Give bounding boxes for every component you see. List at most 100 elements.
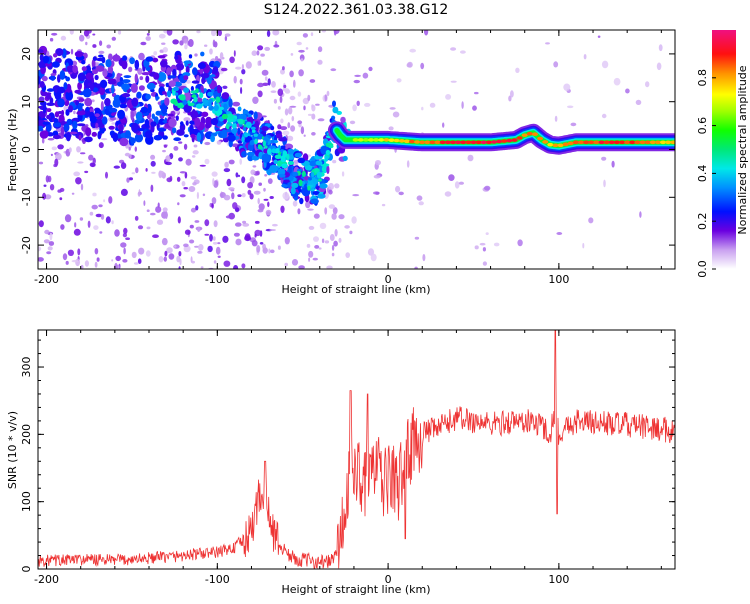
- spectrogram-cluster-blob: [191, 80, 200, 84]
- spectrogram-noise-blob: [329, 234, 335, 241]
- spectrogram-noise-blob: [87, 220, 91, 228]
- spectrogram-noise-blob: [48, 241, 55, 246]
- spectrogram-noise-blob: [224, 33, 231, 37]
- spectrogram-cluster-blob: [107, 80, 117, 85]
- spectrogram-noise-blob: [91, 204, 98, 210]
- spectrogram-noise-blob: [241, 193, 246, 198]
- spectrogram-cluster-blob: [226, 129, 232, 133]
- spectrogram-noise-blob: [251, 50, 258, 56]
- spectrogram-cluster-blob: [287, 148, 295, 155]
- spectrogram-noise-blob: [105, 171, 108, 179]
- spectrogram-noise-blob: [231, 192, 235, 200]
- spectrogram-noise-blob: [239, 78, 243, 85]
- spectrogram-band-core: [434, 140, 441, 145]
- spectrogram-noise-blob: [68, 147, 72, 153]
- spectrogram-noise-blob: [106, 44, 111, 49]
- spectrogram-noise-blob: [75, 177, 82, 185]
- spectrogram-noise-blob: [298, 49, 305, 53]
- spectrogram-noise-blob: [257, 197, 260, 205]
- spectrogram-noise-blob: [375, 191, 380, 195]
- spectrogram-band-core: [362, 138, 369, 142]
- spectrogram-cluster-blob: [89, 108, 94, 113]
- spectrogram-noise-blob: [184, 44, 188, 50]
- spectrogram-noise-blob: [324, 94, 328, 102]
- spectrogram-cluster-blob: [284, 143, 294, 150]
- spectrogram-noise-blob: [296, 41, 302, 46]
- spectrogram-noise-blob: [656, 62, 662, 71]
- spectrogram-cluster-blob: [242, 109, 249, 116]
- spectrogram-noise-blob: [241, 69, 246, 75]
- spectrogram-noise-blob: [184, 171, 188, 179]
- spectrogram-noise-blob: [131, 172, 135, 175]
- spectrogram-noise-blob: [277, 88, 284, 97]
- spectrogram-noise-blob: [158, 33, 166, 39]
- spectrogram-noise-blob: [373, 174, 381, 179]
- spectrogram-noise-blob: [233, 50, 236, 57]
- spectrogram-noise-blob: [312, 257, 318, 261]
- spectrogram-noise-blob: [442, 122, 445, 128]
- spectrogram-ridge-blob: [231, 128, 238, 134]
- spectrogram-cluster-blob: [65, 109, 70, 116]
- spectrogram-noise-blob: [44, 194, 52, 200]
- spectrogram-noise-blob: [484, 185, 491, 191]
- spectrogram-noise-blob: [169, 175, 173, 181]
- spectrogram-ridge-blob: [254, 138, 258, 145]
- spectrogram-noise-blob: [67, 249, 74, 256]
- spectrogram-band-core: [383, 138, 390, 142]
- spectrogram-cluster-blob: [222, 137, 229, 143]
- spectrogram-ridge-blob: [262, 140, 266, 147]
- spectrogram-noise-blob: [43, 184, 47, 187]
- spectrogram-noise-blob: [74, 222, 77, 228]
- spectrogram-noise-blob: [38, 161, 44, 165]
- spectrogram-noise-blob: [134, 146, 137, 152]
- spectrogram-cluster-blob: [59, 70, 66, 80]
- spectrogram-cluster-blob: [91, 131, 98, 137]
- spectrogram-noise-blob: [317, 59, 323, 65]
- spectrogram-noise-blob: [138, 85, 145, 91]
- spectrogram-noise-blob: [145, 168, 148, 172]
- spectrogram-noise-blob: [256, 50, 260, 56]
- spectrogram-cluster-blob: [227, 134, 236, 142]
- spectrogram-cluster-blob: [201, 111, 209, 118]
- spectrogram-noise-blob: [122, 232, 127, 238]
- spectrogram-ridge-blob: [317, 178, 322, 182]
- spectrogram-cluster-blob: [112, 98, 121, 108]
- spectrogram-cluster-blob: [205, 123, 211, 129]
- spectrogram-noise-blob: [313, 236, 319, 242]
- spectrogram-noise-blob: [270, 249, 275, 254]
- spectrogram-noise-blob: [123, 247, 126, 255]
- spectrogram-noise-blob: [89, 211, 94, 216]
- spectrogram-noise-blob: [73, 228, 81, 236]
- spectrogram-cluster-blob: [68, 105, 74, 113]
- spectrogram-ridge-blob: [173, 86, 179, 92]
- spectrogram-noise-blob: [212, 241, 218, 245]
- spectrogram-noise-blob: [185, 158, 192, 166]
- spectrogram-noise-blob: [406, 160, 410, 168]
- spectrogram-noise-blob: [313, 213, 320, 219]
- spectrogram-noise-blob: [150, 184, 154, 192]
- spectrogram-noise-blob: [73, 171, 81, 177]
- spectrogram-cluster-blob: [164, 97, 170, 106]
- spectrogram-noise-blob: [233, 265, 239, 269]
- spectrogram-noise-blob: [224, 35, 228, 42]
- spectrogram-noise-blob: [96, 257, 100, 262]
- spectrogram-noise-blob: [289, 95, 296, 101]
- spectrogram-cluster-blob: [183, 60, 192, 65]
- spectrogram-noise-blob: [195, 205, 199, 211]
- spectrogram-band-core: [424, 140, 431, 145]
- spectrogram-cluster-blob: [167, 75, 177, 79]
- spectrogram-noise-blob: [165, 161, 172, 166]
- spectrogram-cluster-blob: [97, 131, 102, 140]
- spectrogram-noise-blob: [197, 250, 203, 254]
- spectrogram-noise-blob: [307, 208, 314, 211]
- spectrogram-band-core: [398, 139, 405, 143]
- spectrogram-band-core: [429, 140, 436, 145]
- spectrogram-noise-blob: [290, 53, 294, 56]
- spectrogram-ridge-blob: [281, 163, 288, 169]
- spectrogram-cluster-blob: [319, 183, 328, 189]
- spectrogram-cluster-blob: [52, 61, 60, 68]
- spectrogram-band-core: [491, 140, 497, 144]
- spectrogram-ridge-blob: [286, 153, 290, 161]
- spectrogram-noise-blob: [49, 184, 55, 191]
- spectrogram-band-core: [409, 139, 415, 144]
